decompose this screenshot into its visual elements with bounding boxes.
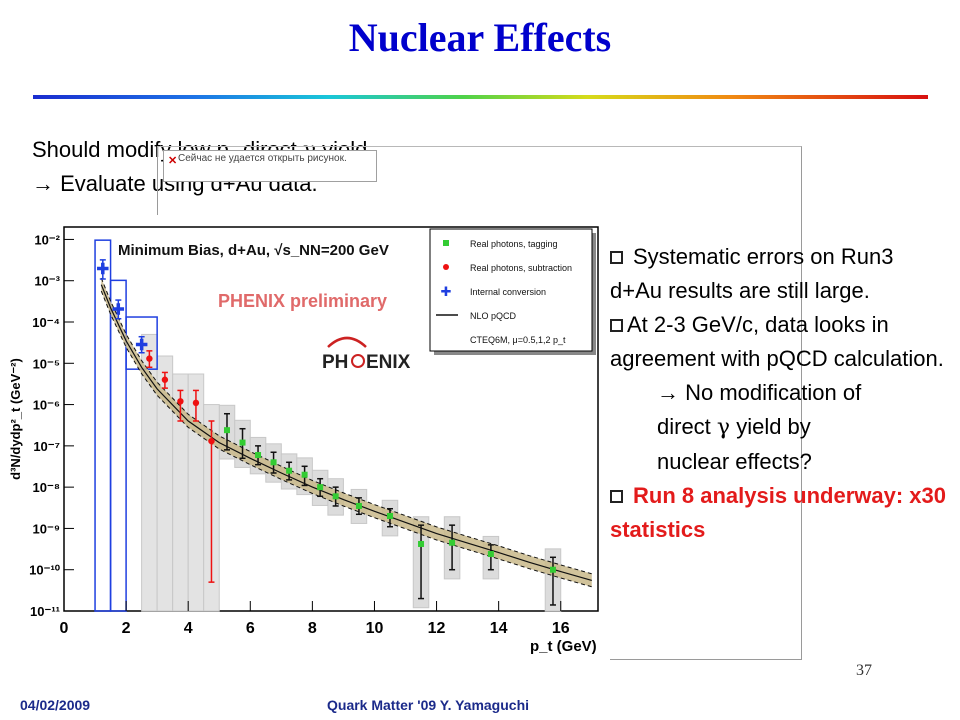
subtraction-point — [161, 376, 169, 383]
legend-marker: ✚ — [441, 284, 452, 299]
nlo-central-curve — [100, 284, 592, 581]
sub-line-1: → No modification of — [657, 380, 862, 405]
subtraction-point — [208, 437, 215, 445]
nlo-lower-curve — [100, 290, 592, 588]
photon-spectrum-chart: ✚ ✚ ✚ 0 2 4 6 8 10 12 14 16 10⁻² 10⁻³ 10⁻⁴ 10⁻⁵ 10⁻⁶ 10⁻⁷… — [0, 215, 610, 665]
bullet-1: Systematic errors on Run3 d+Au results a… — [610, 240, 950, 308]
x-tick-label: 8 — [308, 620, 317, 637]
bullet-3-text: Run 8 analysis underway: x30 statistics — [610, 483, 947, 542]
tagging-point — [549, 566, 556, 573]
nlo-upper-curve — [100, 277, 592, 575]
conversion-point: ✚ — [112, 302, 125, 319]
legend-label: Internal conversion — [470, 287, 546, 297]
tagging-point — [223, 427, 230, 434]
x-tick-label: 0 — [60, 620, 69, 637]
tagging-point — [239, 439, 246, 446]
bullet-2-text: At 2-3 GeV/c, data looks in agreement wi… — [610, 312, 944, 371]
y-tick-label: 10⁻⁶ — [33, 398, 60, 413]
phenix-logo-text: PH — [322, 352, 348, 373]
tagging-point — [286, 467, 293, 474]
tagging-point — [255, 452, 262, 459]
tagging-point — [449, 539, 456, 546]
slide-number: 37 — [856, 662, 872, 679]
y-tick-label: 10⁻⁸ — [33, 480, 60, 495]
y-tick-label: 10⁻² — [34, 232, 60, 247]
y-axis-label: d³N/dydp²_t (GeV⁻²) — [8, 358, 23, 480]
legend-label: Real photons, tagging — [470, 239, 558, 249]
y-tick-label: 10⁻⁵ — [33, 356, 60, 371]
x-tick-label: 4 — [184, 620, 193, 637]
broken-image-icon: ✕ — [168, 155, 178, 167]
broken-image-placeholder: ✕ Сейчас не удается открыть рисунок. — [163, 150, 377, 182]
tagging-point — [270, 459, 277, 466]
y-tick-label: 10⁻¹¹ — [30, 604, 60, 619]
chart-watermark: PHENIX preliminary — [218, 291, 387, 311]
chart-title: Minimum Bias, d+Au, √s_NN=200 GeV — [118, 242, 389, 259]
phenix-logo-text: ENIX — [366, 352, 411, 373]
tagging-point — [386, 513, 393, 520]
tagging-point — [301, 471, 308, 478]
conversion-point: ✚ — [135, 337, 148, 354]
subtraction-point — [177, 398, 184, 405]
square-bullet-icon — [610, 319, 623, 332]
conversion-point: ✚ — [97, 261, 110, 278]
legend-marker — [443, 240, 449, 246]
sub-line-2-post: yield by — [730, 414, 811, 439]
footer-date: 04/02/2009 — [20, 697, 91, 713]
x-axis-label: p_t (GeV) — [530, 638, 597, 655]
slide-title: Nuclear Effects — [348, 15, 612, 60]
bullet-3: Run 8 analysis underway: x30 statistics — [610, 479, 950, 547]
subtraction-point — [146, 355, 153, 362]
sub-line-3: nuclear effects? — [657, 449, 812, 474]
x-tick-label: 14 — [490, 620, 508, 637]
square-bullet-icon — [610, 251, 623, 264]
tagging-point — [317, 484, 324, 491]
y-tick-label: 10⁻⁹ — [33, 521, 61, 536]
title-rule — [33, 95, 928, 99]
legend-label: CTEQ6M, μ=0.5,1,2 p_t — [470, 335, 566, 345]
bullet-1-text: Systematic errors on Run3 d+Au results a… — [610, 244, 894, 303]
sub-line-2-pre: direct — [657, 414, 717, 439]
legend-label: Real photons, subtraction — [470, 263, 572, 273]
y-tick-label: 10⁻⁷ — [33, 439, 60, 454]
phenix-logo-emblem-icon — [351, 354, 365, 368]
y-tick-label: 10⁻⁴ — [32, 315, 60, 330]
tagging-point — [487, 551, 494, 558]
subtraction-point — [192, 399, 200, 407]
y-tick-label: 10⁻¹⁰ — [29, 563, 61, 578]
nlo-uncertainty-band — [101, 278, 592, 587]
square-bullet-icon — [610, 490, 623, 503]
legend-marker — [443, 264, 449, 270]
tagging-point — [418, 540, 425, 547]
sub-line-2: direct γ yield by — [610, 410, 950, 445]
x-tick-label: 16 — [552, 620, 570, 637]
footer-conference: Quark Matter '09 Y. Yamaguchi — [327, 697, 530, 713]
conversion-systematic-box — [109, 279, 127, 612]
x-tick-label: 12 — [428, 620, 446, 637]
bullet-list: Systematic errors on Run3 d+Au results a… — [610, 240, 950, 547]
tagging-point — [355, 502, 362, 509]
phenix-logo-arc-icon — [327, 336, 367, 348]
footer: 04/02/2009 Quark Matter '09 Y. Yamaguchi — [0, 694, 960, 720]
legend-label: NLO pQCD — [470, 311, 517, 321]
x-tick-label: 6 — [246, 620, 255, 637]
legend-box — [429, 228, 593, 352]
broken-image-message: Сейчас не удается открыть рисунок. — [178, 153, 347, 164]
tagging-point — [332, 493, 339, 500]
x-tick-label: 2 — [122, 620, 131, 637]
bullet-2: At 2-3 GeV/c, data looks in agreement wi… — [610, 308, 950, 376]
x-tick-label: 10 — [366, 620, 384, 637]
y-tick-label: 10⁻³ — [34, 274, 60, 289]
gamma-symbol: γ — [716, 415, 731, 440]
